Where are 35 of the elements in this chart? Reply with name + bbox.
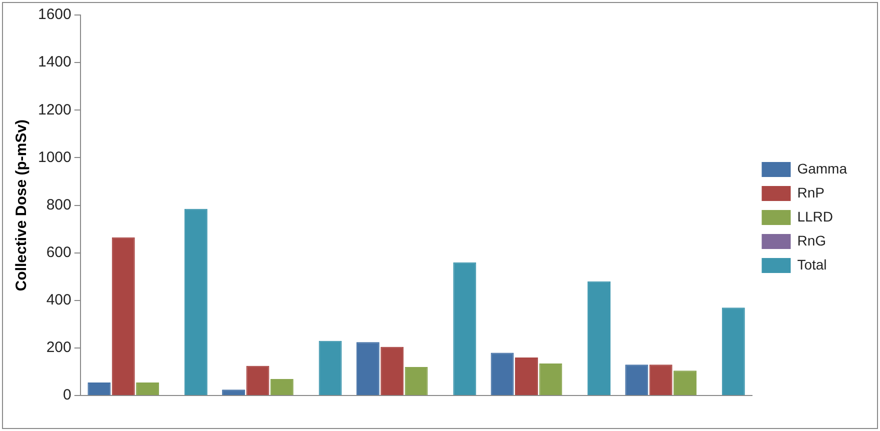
- bar: [356, 342, 380, 396]
- y-tick-label: 1400: [38, 54, 72, 71]
- y-tick-label: 1000: [38, 148, 72, 166]
- legend-label: RnP: [797, 184, 824, 200]
- bar: [514, 358, 538, 396]
- bar: [246, 366, 270, 396]
- bar: [380, 346, 404, 396]
- bar: [588, 281, 611, 396]
- y-tick-label: 200: [46, 339, 72, 356]
- y-tick-label: 1600: [38, 6, 72, 24]
- bar: [318, 340, 342, 396]
- bar: [404, 367, 428, 396]
- bar: [136, 382, 160, 396]
- legend-label: RnG: [797, 232, 826, 248]
- bar: [222, 390, 246, 396]
- legend-label: Gamma: [797, 160, 848, 176]
- bar: [539, 363, 562, 396]
- legend-label: LLRD: [797, 208, 834, 224]
- y-tick-label: 400: [46, 292, 72, 309]
- bar: [453, 262, 476, 396]
- y-tick-label: 1200: [38, 101, 72, 118]
- bar: [270, 378, 294, 396]
- bar: [625, 364, 648, 396]
- bar: [112, 237, 135, 396]
- y-tick-label: 800: [46, 196, 72, 214]
- bar: [490, 352, 514, 396]
- legend-label: Total: [797, 256, 827, 272]
- bar: [722, 308, 745, 396]
- y-tick-label: 0: [63, 386, 72, 404]
- bar: [674, 370, 697, 396]
- bar: [88, 382, 111, 396]
- y-tick-label: 600: [46, 244, 72, 262]
- bar: [184, 208, 208, 396]
- y-axis-title: Collective Dose (p-mSv): [13, 119, 30, 292]
- bar: [649, 364, 672, 396]
